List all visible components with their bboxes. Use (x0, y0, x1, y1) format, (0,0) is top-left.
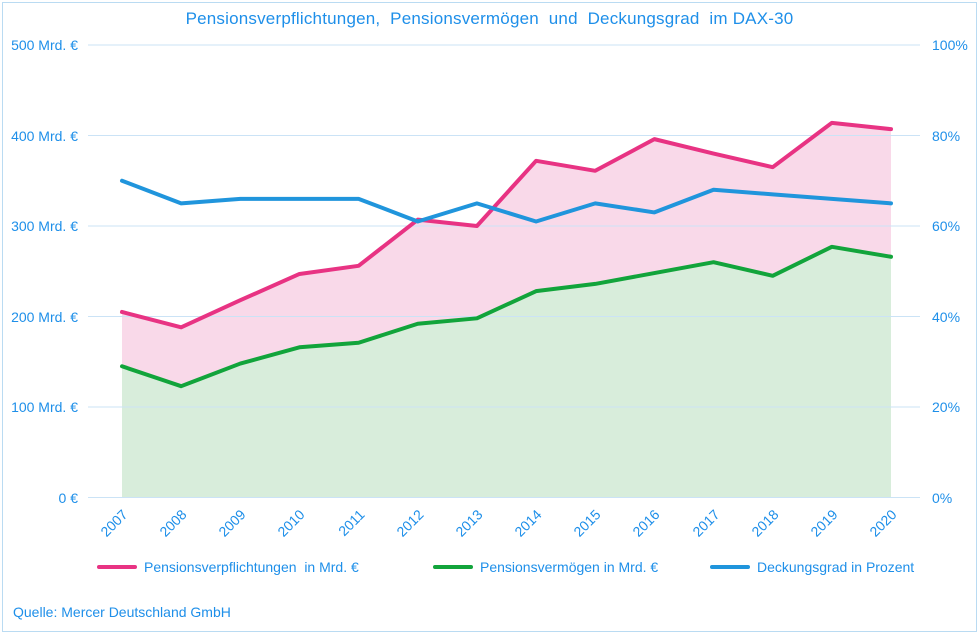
right-axis-tick: 80% (932, 127, 961, 144)
left-axis-tick: 200 Mrd. € (11, 308, 78, 325)
deckungsgrad-line (120, 178, 893, 224)
legend-label-deckungsgrad: Deckungsgrad in Prozent (757, 559, 915, 575)
pensionsvermoegen-line (120, 244, 893, 389)
legend-label-pensionsverpflichtungen: Pensionsverpflichtungen in Mrd. € (144, 559, 359, 575)
pensionsverpflichtungen-line (120, 120, 893, 330)
legend-item-pensionsverpflichtungen: Pensionsverpflichtungen in Mrd. € (97, 558, 359, 576)
legend-swatch-pensionsverpflichtungen (97, 564, 137, 570)
legend-swatch-deckungsgrad (710, 564, 750, 570)
left-axis-tick: 400 Mrd. € (11, 127, 78, 144)
right-axis-tick: 40% (932, 308, 961, 325)
right-axis-tick: 0% (932, 489, 953, 506)
right-axis-tick: 20% (932, 399, 961, 415)
pensionsvermoegen-area (122, 246, 891, 498)
left-axis-tick: 0 € (58, 489, 78, 506)
legend-item-pensionsvermoegen: Pensionsvermögen in Mrd. € (433, 558, 658, 576)
left-axis-tick: 300 Mrd. € (11, 218, 78, 234)
left-axis-tick: 100 Mrd. € (11, 399, 78, 415)
right-axis-tick: 100% (932, 37, 968, 53)
left-axis-tick: 500 Mrd. € (11, 37, 78, 53)
legend-label-pensionsvermoegen: Pensionsvermögen in Mrd. € (480, 559, 659, 575)
legend-item-deckungsgrad: Deckungsgrad in Prozent (710, 558, 914, 576)
right-axis-tick: 60% (932, 218, 961, 234)
legend-swatch-pensionsvermoegen (433, 564, 473, 570)
source-note: Quelle: Mercer Deutschland GmbH (13, 604, 231, 620)
chart-title: Pensionsverpflichtungen, Pensionsvermöge… (185, 9, 794, 28)
